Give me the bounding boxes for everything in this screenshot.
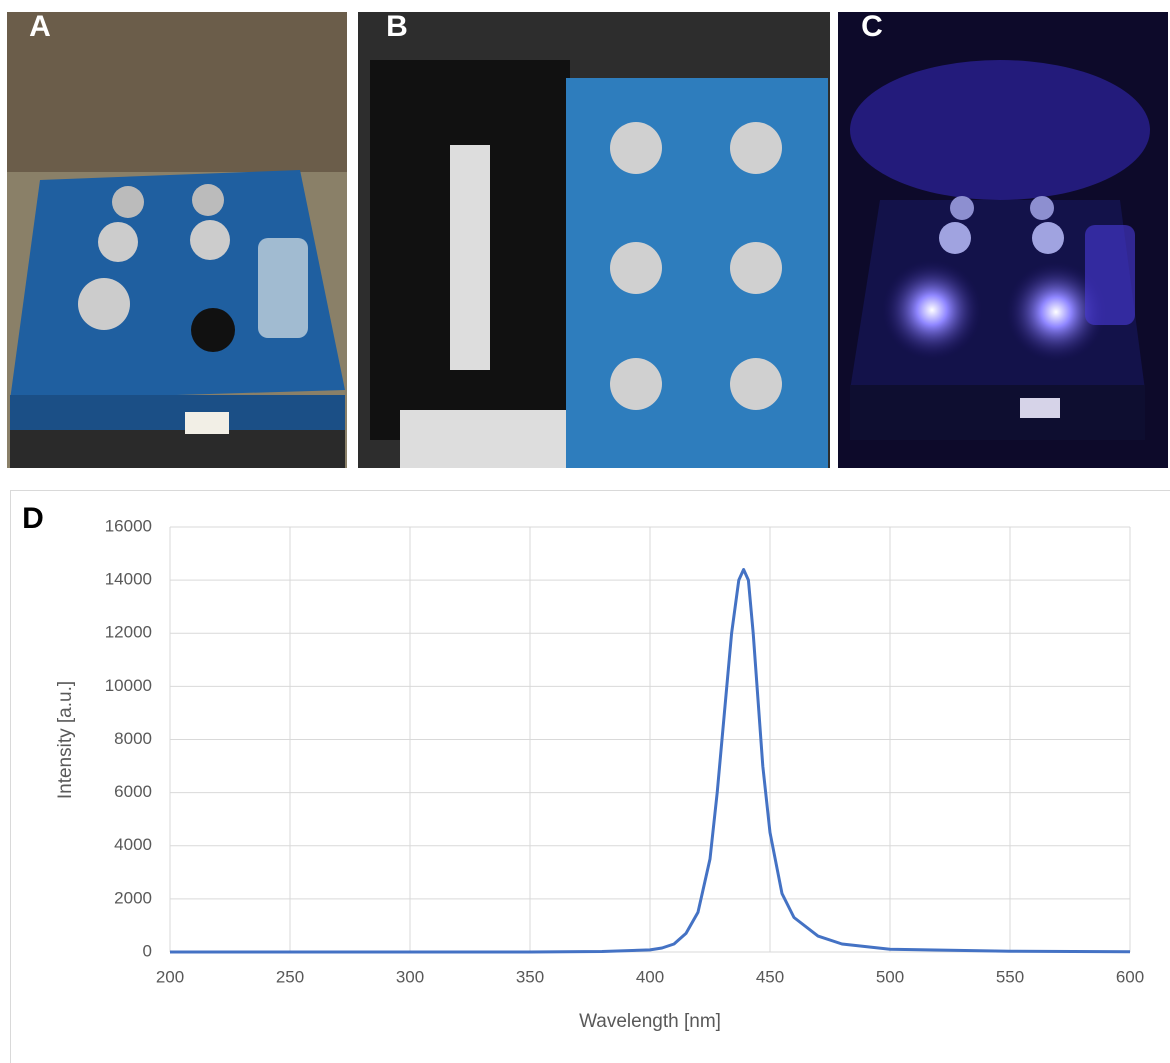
photo-c xyxy=(838,12,1168,468)
y-axis-title: Intensity [a.u.] xyxy=(55,681,76,799)
spectrum-line xyxy=(170,568,1131,954)
x-tick-label: 300 xyxy=(396,967,424,986)
chart-frame xyxy=(10,490,1170,1063)
panel-label: D xyxy=(22,502,44,535)
y-tick-label: 4000 xyxy=(114,835,152,854)
x-axis-title: Wavelength [nm] xyxy=(579,1011,721,1032)
x-tick-label: 600 xyxy=(1116,967,1144,986)
y-tick-label: 14000 xyxy=(105,570,152,589)
y-tick-label: 10000 xyxy=(105,676,152,695)
x-tick-label: 200 xyxy=(156,967,184,986)
x-tick-label: 400 xyxy=(636,967,664,986)
y-tick-label: 2000 xyxy=(114,888,152,907)
x-tick-label: 450 xyxy=(756,967,784,986)
x-tick-label: 350 xyxy=(516,967,544,986)
y-tick-label: 16000 xyxy=(105,516,152,535)
y-tick-label: 12000 xyxy=(105,623,152,642)
panel-label: A xyxy=(29,10,51,43)
x-tick-label: 250 xyxy=(276,967,304,986)
x-tick-label: 500 xyxy=(876,967,904,986)
y-tick-label: 8000 xyxy=(114,729,152,748)
photo-b xyxy=(358,12,830,468)
photo-a xyxy=(7,12,347,468)
y-tick-label: 0 xyxy=(143,941,152,960)
panel-label: C xyxy=(861,10,883,43)
y-tick-label: 6000 xyxy=(114,782,152,801)
x-tick-label: 550 xyxy=(996,967,1024,986)
panel-label: B xyxy=(386,10,408,43)
